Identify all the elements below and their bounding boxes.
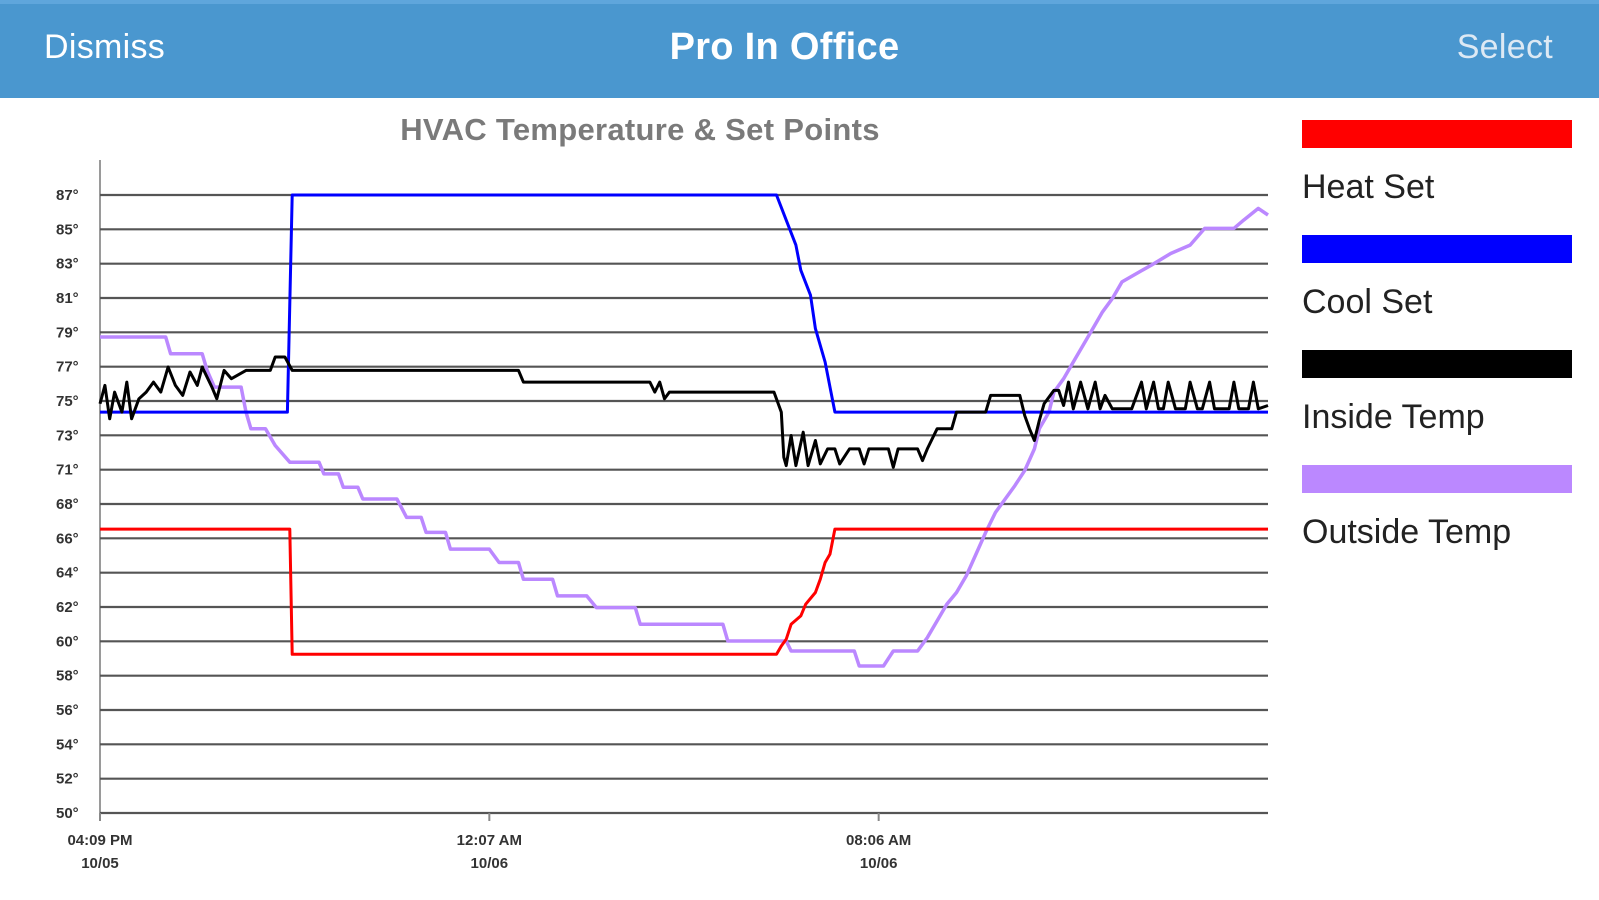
x-tick-label-time: 04:09 PM xyxy=(67,832,132,849)
legend-label-outside-temp: Outside Temp xyxy=(1302,513,1512,551)
legend-label-heat-set: Heat Set xyxy=(1302,168,1435,206)
x-tick-label-date: 10/05 xyxy=(81,855,119,872)
legend-label-cool-set: Cool Set xyxy=(1302,283,1433,321)
y-tick-label: 54° xyxy=(56,736,79,753)
y-tick-label: 73° xyxy=(56,427,79,444)
x-tick-label-time: 08:06 AM xyxy=(846,832,911,849)
y-tick-label: 79° xyxy=(56,324,79,341)
y-tick-label: 66° xyxy=(56,530,79,547)
select-button[interactable]: Select xyxy=(1456,28,1553,66)
y-tick-label: 64° xyxy=(56,565,79,582)
y-tick-label: 68° xyxy=(56,496,79,513)
legend-swatch-heat-set xyxy=(1302,120,1572,148)
legend-swatch-outside-temp xyxy=(1302,465,1572,493)
y-tick-label: 75° xyxy=(56,393,79,410)
y-tick-label: 87° xyxy=(56,187,79,204)
navigation-bar: Dismiss Pro In Office Select xyxy=(0,0,1599,98)
series-line-cool-set xyxy=(100,193,1268,414)
legend-item-outside-temp: Outside Temp xyxy=(1302,465,1572,580)
y-tick-label: 52° xyxy=(56,771,79,788)
x-tick-label-date: 10/06 xyxy=(471,855,509,872)
series-line-outside-temp xyxy=(100,206,1269,668)
legend-item-inside-temp: Inside Temp xyxy=(1302,350,1572,465)
y-tick-label: 83° xyxy=(56,256,79,273)
x-tick-label-time: 12:07 AM xyxy=(457,832,522,849)
legend-label-inside-temp: Inside Temp xyxy=(1302,398,1485,436)
series-line-inside-temp xyxy=(98,355,1269,469)
chart-legend: Heat Set Cool Set Inside Temp Outside Te… xyxy=(1302,120,1572,580)
chart-title: HVAC Temperature & Set Points xyxy=(400,112,880,147)
series-line-heat-set xyxy=(100,527,1268,656)
y-tick-label: 85° xyxy=(56,221,79,238)
legend-item-cool-set: Cool Set xyxy=(1302,235,1572,350)
y-tick-label: 77° xyxy=(56,359,79,376)
y-tick-label: 71° xyxy=(56,462,79,479)
y-tick-label: 50° xyxy=(56,805,79,822)
legend-item-heat-set: Heat Set xyxy=(1302,120,1572,235)
dismiss-button[interactable]: Dismiss xyxy=(44,28,166,66)
y-tick-label: 60° xyxy=(56,633,79,650)
y-tick-label: 56° xyxy=(56,702,79,719)
legend-swatch-inside-temp xyxy=(1302,350,1572,378)
y-tick-label: 81° xyxy=(56,290,79,307)
x-tick-label-date: 10/06 xyxy=(860,855,898,872)
y-tick-label: 58° xyxy=(56,668,79,685)
legend-swatch-cool-set xyxy=(1302,235,1572,263)
y-tick-label: 62° xyxy=(56,599,79,616)
